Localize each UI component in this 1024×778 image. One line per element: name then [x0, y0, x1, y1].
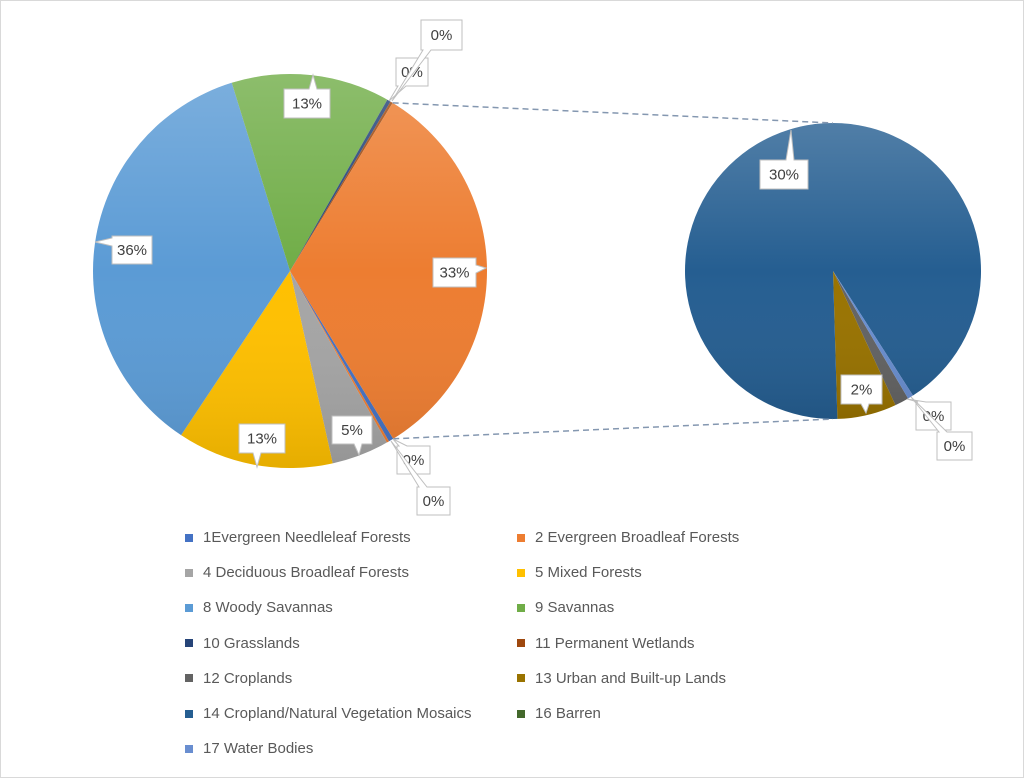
- data-label-text: 0%: [431, 27, 453, 44]
- legend-item: 8 Woody Savannas: [185, 590, 517, 625]
- data-label-box: [910, 396, 973, 461]
- legend-label: 10 Grasslands: [203, 634, 300, 652]
- legend-item: 2 Evergreen Broadleaf Forests: [517, 520, 817, 555]
- data-label-box: [238, 423, 286, 469]
- legend-label: 13 Urban and Built-up Lands: [535, 669, 726, 687]
- legend-label: 12 Croplands: [203, 669, 293, 687]
- data-label-box: [283, 73, 331, 119]
- legend-item: 14 Cropland/Natural Vegetation Mosaics: [185, 696, 517, 731]
- data-label-box: [390, 440, 451, 516]
- data-label-combined-remainder: 33%: [432, 257, 488, 288]
- legend-marker: [517, 639, 525, 648]
- legend-marker: [185, 568, 193, 577]
- legend-item: 17 Water Bodies: [185, 731, 517, 766]
- data-label-1evergreen-needleleaf-forests: 0%: [392, 438, 431, 475]
- data-label-text: 2%: [851, 382, 873, 399]
- data-label-text: 0%: [923, 408, 945, 425]
- data-label-2-evergreen-broadleaf-forests: 0%: [390, 440, 451, 516]
- legend-label: 5 Mixed Forests: [535, 564, 642, 582]
- pie-connector-lines: [392, 102, 834, 440]
- legend-marker: [185, 674, 193, 683]
- legend-label: 8 Woody Savannas: [203, 599, 333, 617]
- legend-marker: [517, 709, 525, 718]
- legend-label: 4 Deciduous Broadleaf Forests: [203, 564, 409, 582]
- legend-label: 14 Cropland/Natural Vegetation Mosaics: [203, 705, 472, 723]
- data-label-text: 13%: [292, 96, 322, 113]
- data-label-text: 0%: [423, 493, 445, 510]
- data-label-box: [759, 129, 809, 190]
- data-label-text: 13%: [247, 431, 277, 448]
- legend-marker: [185, 709, 193, 718]
- data-label-box: [391, 19, 463, 102]
- legend-marker: [517, 674, 525, 683]
- data-label-9-savannas: 13%: [283, 73, 331, 119]
- legend-marker: [185, 533, 193, 542]
- data-label-text: 30%: [769, 167, 799, 184]
- legend-item: 13 Urban and Built-up Lands: [517, 661, 817, 696]
- legend-label: 1Evergreen Needleleaf Forests: [203, 529, 411, 547]
- legend-marker: [517, 603, 525, 612]
- connector-line-top: [392, 102, 834, 124]
- legend-label: 2 Evergreen Broadleaf Forests: [535, 529, 740, 547]
- data-label-box: [432, 257, 488, 288]
- legend-label: 9 Savannas: [535, 599, 615, 617]
- legend-marker: [517, 533, 525, 542]
- legend-item: 11 Permanent Wetlands: [517, 626, 817, 661]
- legend-item: 9 Savannas: [517, 590, 817, 625]
- legend-item: 4 Deciduous Broadleaf Forests: [185, 555, 517, 590]
- data-label-box: [331, 415, 373, 457]
- legend-marker: [185, 639, 193, 648]
- legend-label: 11 Permanent Wetlands: [535, 634, 695, 652]
- legend-label: 17 Water Bodies: [203, 740, 314, 758]
- data-label-text: 36%: [117, 242, 147, 259]
- connector-line-bottom: [393, 418, 834, 440]
- data-label-box: [392, 438, 431, 475]
- legend-label: 16 Barren: [535, 705, 601, 723]
- slice-14-cropland-natural-vegetation-mosaics: [685, 122, 982, 419]
- data-label-box: [94, 235, 153, 265]
- legend-marker: [185, 603, 193, 612]
- data-label-text: 33%: [439, 265, 469, 282]
- chart-legend: 1Evergreen Needleleaf Forests 2 Evergree…: [185, 520, 817, 766]
- legend-item: 5 Mixed Forests: [517, 555, 817, 590]
- data-label-text: 0%: [944, 438, 966, 455]
- legend-item: 12 Croplands: [185, 661, 517, 696]
- data-labels: 0%0%5%13%36%13%0%0%33%0%2%30%0%: [94, 19, 973, 516]
- data-label-8-woody-savannas: 36%: [94, 235, 153, 265]
- data-label-5-mixed-forests: 13%: [238, 423, 286, 469]
- legend-item: 1Evergreen Needleleaf Forests: [185, 520, 517, 555]
- legend-item: 16 Barren: [517, 696, 817, 731]
- data-label-11-permanent-wetlands: 0%: [391, 19, 463, 102]
- data-label-13-urban-and-built-up-lands: 2%: [840, 374, 883, 415]
- data-label-14-cropland-natural-vegetation-mosaics: 30%: [759, 129, 809, 190]
- data-label-4-deciduous-broadleaf-forests: 5%: [331, 415, 373, 457]
- data-label-box: [840, 374, 883, 415]
- secondary-pie: [685, 122, 982, 419]
- legend-marker: [185, 744, 193, 753]
- primary-pie: [93, 74, 488, 469]
- legend-item: 10 Grasslands: [185, 626, 517, 661]
- data-label-17-water-bodies: 0%: [910, 396, 973, 461]
- data-label-text: 5%: [341, 422, 363, 439]
- legend-marker: [517, 568, 525, 577]
